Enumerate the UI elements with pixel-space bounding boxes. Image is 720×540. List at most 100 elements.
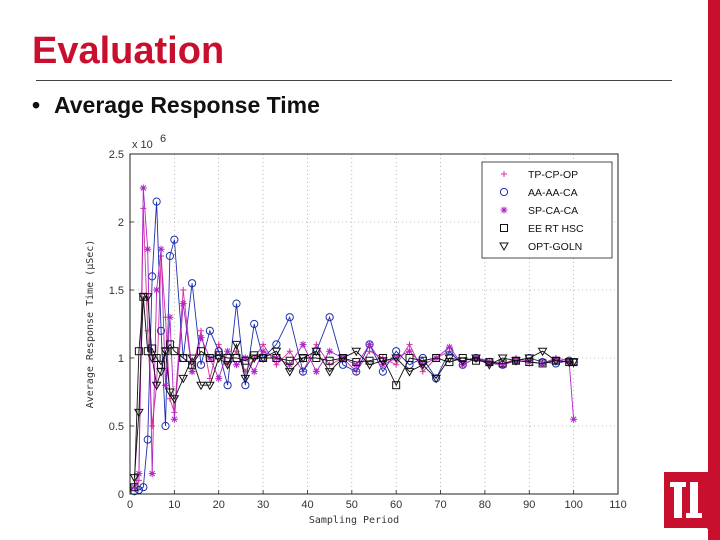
y-tick-label: 0.5 — [109, 421, 124, 433]
data-point — [524, 354, 535, 364]
data-point — [249, 354, 260, 364]
bullet-item: • Average Response Time — [32, 92, 320, 119]
data-point — [259, 347, 267, 355]
data-point — [135, 470, 143, 478]
data-point — [188, 279, 197, 288]
data-point — [161, 421, 170, 431]
data-point — [197, 327, 204, 334]
data-point — [538, 359, 547, 368]
data-point — [151, 381, 162, 391]
x-tick-label: 30 — [257, 499, 269, 511]
data-point — [405, 347, 413, 355]
data-point — [500, 206, 508, 214]
data-point — [406, 341, 413, 348]
data-point — [313, 341, 320, 348]
page-title: Evaluation — [32, 30, 225, 72]
data-point — [130, 483, 139, 492]
y-tick-label: 2.5 — [109, 149, 124, 161]
data-point — [525, 358, 534, 367]
data-point — [551, 357, 561, 366]
data-point — [485, 359, 493, 367]
data-point — [432, 354, 441, 362]
data-point — [273, 361, 280, 368]
data-point — [213, 354, 224, 364]
data-point — [196, 381, 206, 391]
y-tick-label: 0 — [118, 489, 124, 501]
data-point — [241, 356, 250, 365]
data-point — [134, 408, 144, 418]
data-point — [170, 415, 178, 423]
data-point — [134, 347, 143, 356]
data-point — [351, 347, 362, 357]
bullet-text: Average Response Time — [54, 92, 320, 118]
y-tick-label: 2 — [118, 217, 124, 229]
data-point — [149, 423, 156, 429]
data-point — [144, 245, 152, 253]
data-point — [166, 313, 174, 321]
response-time-chart: 0 10 20 30 40 50 60 70 80 90 100 110 0 0.5 1 1.5 2 2.5 Sam… — [85, 133, 627, 526]
registered-mark-icon — [706, 522, 714, 530]
data-point — [142, 293, 153, 302]
data-point — [170, 347, 179, 356]
data-point — [271, 347, 282, 357]
x-tick-label: 90 — [523, 499, 535, 511]
data-point — [498, 359, 507, 368]
data-point — [153, 286, 161, 294]
y-axis-label: Average Response Time (μSec) — [85, 240, 96, 409]
data-point — [285, 313, 294, 322]
data-point — [325, 356, 334, 365]
data-point — [499, 361, 507, 369]
data-point — [156, 368, 166, 377]
data-point — [178, 374, 189, 384]
data-point — [197, 334, 205, 342]
data-point — [500, 224, 508, 232]
data-point — [179, 354, 188, 362]
data-point — [391, 354, 402, 364]
data-point — [286, 348, 293, 355]
series-line — [133, 296, 574, 478]
bullet-dot-icon: • — [32, 92, 41, 118]
data-point — [224, 347, 232, 355]
data-point — [499, 242, 509, 252]
data-point — [326, 347, 334, 355]
data-point — [205, 354, 214, 362]
data-point — [147, 354, 158, 364]
legend-label: AA-AA-CA — [528, 187, 578, 199]
data-point — [260, 341, 267, 348]
side-accent-bar — [708, 0, 720, 540]
data-point — [187, 354, 197, 364]
data-point — [156, 326, 166, 335]
data-point — [417, 361, 428, 370]
data-point — [250, 368, 258, 376]
data-point — [165, 388, 175, 398]
logo-n-shape — [664, 472, 708, 528]
data-point — [286, 361, 294, 369]
data-point — [250, 319, 259, 329]
legend-label: SP-CA-CA — [528, 205, 578, 217]
data-point — [568, 358, 579, 368]
data-point — [215, 341, 222, 348]
x-tick-label: 50 — [346, 499, 358, 511]
y-tick-label: 1 — [118, 353, 124, 365]
data-point — [188, 368, 196, 376]
legend-label: TP-CP-OP — [528, 169, 578, 181]
data-point — [258, 354, 268, 364]
data-point — [570, 415, 578, 423]
y-multiplier-exponent: 6 — [160, 133, 166, 145]
data-point — [298, 367, 308, 376]
data-point — [160, 347, 171, 357]
data-point — [324, 368, 335, 377]
data-point — [338, 354, 348, 364]
data-point — [196, 347, 205, 356]
data-point — [299, 340, 307, 348]
legend-label: OPT-GOLN — [528, 241, 582, 253]
data-point — [215, 374, 223, 382]
x-tick-label: 100 — [564, 499, 582, 511]
data-point — [165, 251, 175, 261]
x-tick-label: 0 — [127, 499, 133, 511]
data-point — [285, 356, 294, 365]
data-point — [204, 381, 215, 391]
x-axis-label: Sampling Period — [309, 515, 399, 526]
data-point — [501, 171, 507, 177]
data-point — [139, 483, 148, 492]
